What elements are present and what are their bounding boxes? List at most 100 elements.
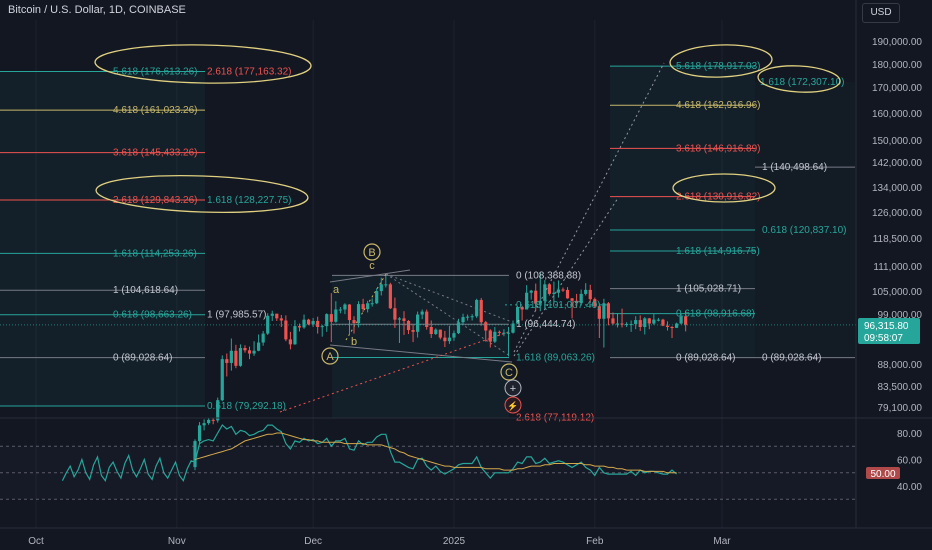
price-axis-tick: 142,000.00 <box>872 158 922 169</box>
candle-body <box>316 320 320 327</box>
candle-body <box>525 292 529 310</box>
candle-body <box>216 400 220 421</box>
candle-body <box>207 419 211 424</box>
wave-B-label: B <box>368 247 375 259</box>
candle-body <box>352 320 356 324</box>
candle-body <box>238 348 243 366</box>
candle-body <box>361 304 365 310</box>
candle-body <box>225 359 229 363</box>
rsi-axis-tick: 80.00 <box>897 429 922 440</box>
fib-label: 0 (108,388.88) <box>516 270 581 281</box>
candle-body <box>297 326 302 328</box>
candle-body <box>197 425 202 442</box>
plus-marker-label: + <box>510 383 516 395</box>
candle-body <box>320 326 324 328</box>
candle-body <box>261 333 265 343</box>
candle-body <box>652 319 656 324</box>
grid <box>35 20 723 528</box>
wave-c-label: c <box>369 260 375 272</box>
wave-B-label-circle <box>363 243 381 261</box>
candle-body <box>370 303 374 305</box>
candle-body <box>443 337 447 342</box>
wave-a-label: a <box>333 284 340 296</box>
candle-body <box>452 333 456 338</box>
candle-body <box>388 284 392 309</box>
candle-body <box>202 423 206 426</box>
currency-selector[interactable]: USD <box>862 3 900 23</box>
rsi-badge-bg <box>866 467 900 479</box>
highlight-ellipse <box>757 65 841 93</box>
triangle-line <box>329 269 411 283</box>
highlight-ellipse <box>669 44 773 78</box>
wave-A-label: A <box>326 351 334 363</box>
candle-body <box>670 326 674 328</box>
candle-body <box>634 320 638 324</box>
candle-body <box>284 320 288 340</box>
candle-body <box>438 329 442 338</box>
candle-body <box>561 289 565 291</box>
time-axis: Oct Nov Dec 2025 Feb Mar <box>0 527 932 547</box>
candle-body <box>379 284 383 292</box>
candle-body <box>257 342 261 351</box>
price-axis-tick: 190,000.00 <box>872 37 922 48</box>
highlight-ellipse <box>672 173 776 203</box>
price-badge-bg <box>858 318 920 344</box>
fib-label: 1 (105,028.71) <box>676 284 741 295</box>
wave-markers: A B Ca b c + ⚡ <box>321 243 522 414</box>
candle-body <box>470 316 474 318</box>
plus-marker-icon <box>504 379 522 397</box>
fib-label: 1 (104,618.64) <box>113 285 178 296</box>
price-axis-tick: 99,000.00 <box>878 310 923 321</box>
time-axis-tick: Dec <box>304 536 322 547</box>
candle-body <box>511 323 515 333</box>
chart-title: Bitcoin / U.S. Dollar, 1D, COINBASE <box>8 4 186 16</box>
candle-body <box>343 304 347 310</box>
fib-label: 1 (96,444.74) <box>516 319 576 330</box>
lightning-marker-label: ⚡ <box>507 400 518 412</box>
candle-body <box>306 319 311 325</box>
candle-body <box>484 322 488 331</box>
price-axis-tick: 150,000.00 <box>872 136 922 147</box>
fib-label: 0 (89,028.64) <box>762 353 822 364</box>
candle-body <box>234 350 238 366</box>
candle-body <box>647 318 651 324</box>
fib-label: 0.618 (98,663.26) <box>113 310 192 321</box>
fib-label: 4.618 (162,916.96) <box>676 100 761 111</box>
candle-body <box>643 318 647 327</box>
fib-label: 0 (89,028.64) <box>676 353 736 364</box>
candle-body <box>393 308 397 320</box>
candle-body <box>220 359 224 401</box>
candle-body <box>347 304 352 321</box>
fib-label: 1.618 (114,916.75) <box>676 246 760 257</box>
candle-body <box>665 325 670 327</box>
candle-body <box>638 320 642 327</box>
fib-label: 2.618 (130,916.82) <box>676 192 761 203</box>
channel-line-bottom <box>329 344 513 363</box>
candle-body <box>579 293 583 304</box>
candle-body <box>311 320 315 325</box>
candle-body <box>356 304 361 324</box>
candle-body <box>611 318 615 324</box>
candle-body <box>211 419 215 421</box>
candle-body <box>420 311 424 315</box>
candle-body <box>515 306 520 324</box>
candle-body <box>288 339 293 345</box>
rsi-axis-tick: 60.00 <box>897 456 922 467</box>
fib-label: 1 (97,985.57) <box>207 310 267 321</box>
fib-label: 1.618 (128,227.75) <box>207 195 292 206</box>
candle-body <box>447 337 452 342</box>
fib-label: 5.618 (178,917.03) <box>676 61 761 72</box>
candle-body <box>247 350 252 354</box>
candle-body <box>593 299 597 307</box>
time-axis-tick: Mar <box>713 536 731 547</box>
candle-body <box>465 316 470 318</box>
candle-body <box>556 289 561 293</box>
candle-body <box>325 314 329 327</box>
candle-body <box>243 348 247 351</box>
candle-body <box>538 300 542 304</box>
fib-zone-right <box>610 66 755 358</box>
candle-body <box>529 290 533 293</box>
fib-label: 2.618 (177,163.32) <box>207 67 292 78</box>
